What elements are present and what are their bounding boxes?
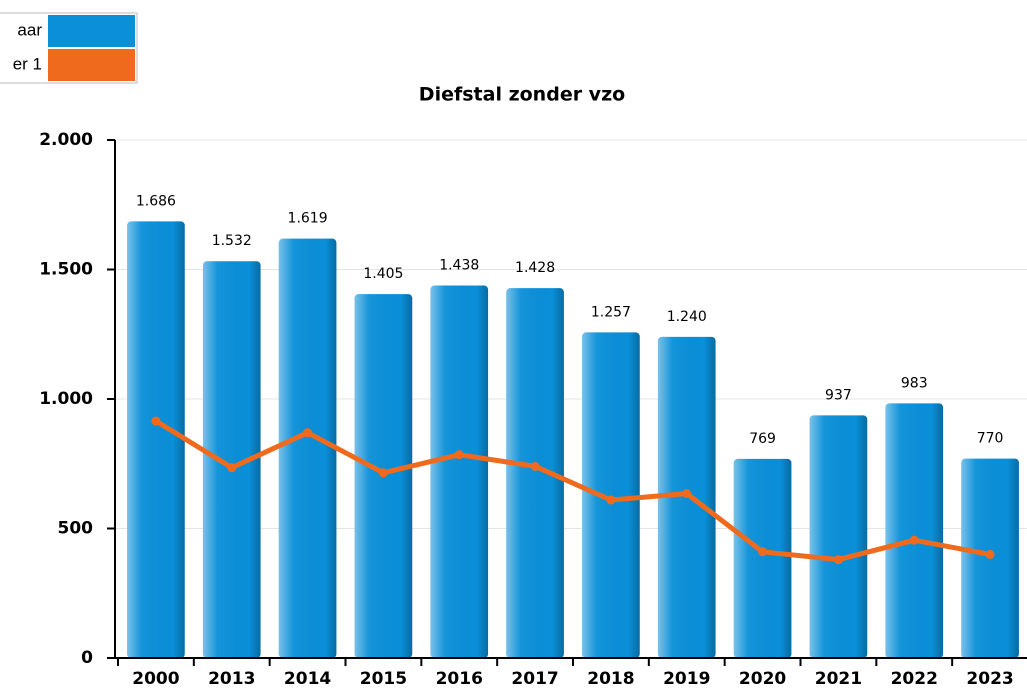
value-label: 1.438 (439, 258, 479, 274)
value-label: 1.686 (136, 193, 176, 209)
line-point (606, 495, 616, 505)
line (154, 418, 991, 563)
chart-title: Diefstal zonder vzo (419, 84, 625, 106)
line-point (454, 450, 464, 460)
x-tick-label: 2013 (208, 669, 255, 689)
line-point (303, 428, 313, 438)
bar-shine (733, 458, 792, 658)
bar-shine (127, 221, 185, 659)
value-label: 937 (825, 387, 852, 403)
value-label: 1.619 (288, 211, 328, 227)
legend-label: er 1 (13, 54, 42, 73)
line-point (682, 489, 692, 499)
x-tick-label: 2016 (436, 669, 483, 689)
bar-shine (430, 285, 489, 658)
bar-shine (202, 261, 261, 658)
y-tick-label: 1.500 (39, 260, 93, 280)
bar-shine (278, 238, 337, 658)
line-point (758, 547, 768, 557)
x-tick-label: 2000 (132, 669, 179, 689)
line-point (378, 468, 388, 478)
value-label: 983 (901, 375, 928, 391)
line-point (151, 416, 161, 426)
value-label: 769 (749, 431, 776, 447)
x-tick-label: 2019 (663, 669, 710, 689)
line-point (530, 461, 540, 471)
y-tick-label: 500 (58, 519, 94, 539)
y-tick-label: 0 (81, 648, 93, 668)
line-point (833, 555, 843, 565)
x-tick-label: 2014 (284, 669, 331, 689)
x-tick-label: 2015 (360, 669, 407, 689)
value-label: 1.532 (212, 233, 252, 249)
x-tick-label: 2017 (511, 669, 558, 689)
line-point (985, 549, 995, 559)
legend-swatch (48, 15, 135, 47)
legend-label: aar (17, 20, 42, 39)
value-label: 770 (977, 431, 1004, 447)
value-label: 1.405 (363, 266, 403, 282)
line-point (909, 535, 919, 545)
bar-shine (506, 288, 564, 658)
value-label: 1.240 (667, 309, 707, 325)
line-point (227, 463, 237, 473)
x-tick-label: 2018 (587, 669, 634, 689)
value-label: 1.257 (591, 304, 631, 320)
x-tick-label: 2023 (966, 669, 1013, 689)
y-tick-label: 1.000 (39, 389, 93, 409)
value-label: 1.428 (515, 260, 555, 276)
bar-shine (885, 403, 944, 658)
x-tick-label: 2021 (815, 669, 862, 689)
x-tick-label: 2020 (739, 669, 786, 689)
bar-shine (582, 332, 640, 658)
legend-swatch (48, 49, 135, 81)
y-tick-label: 2.000 (39, 130, 93, 150)
bar-shine (809, 415, 868, 658)
x-tick-label: 2022 (891, 669, 938, 689)
